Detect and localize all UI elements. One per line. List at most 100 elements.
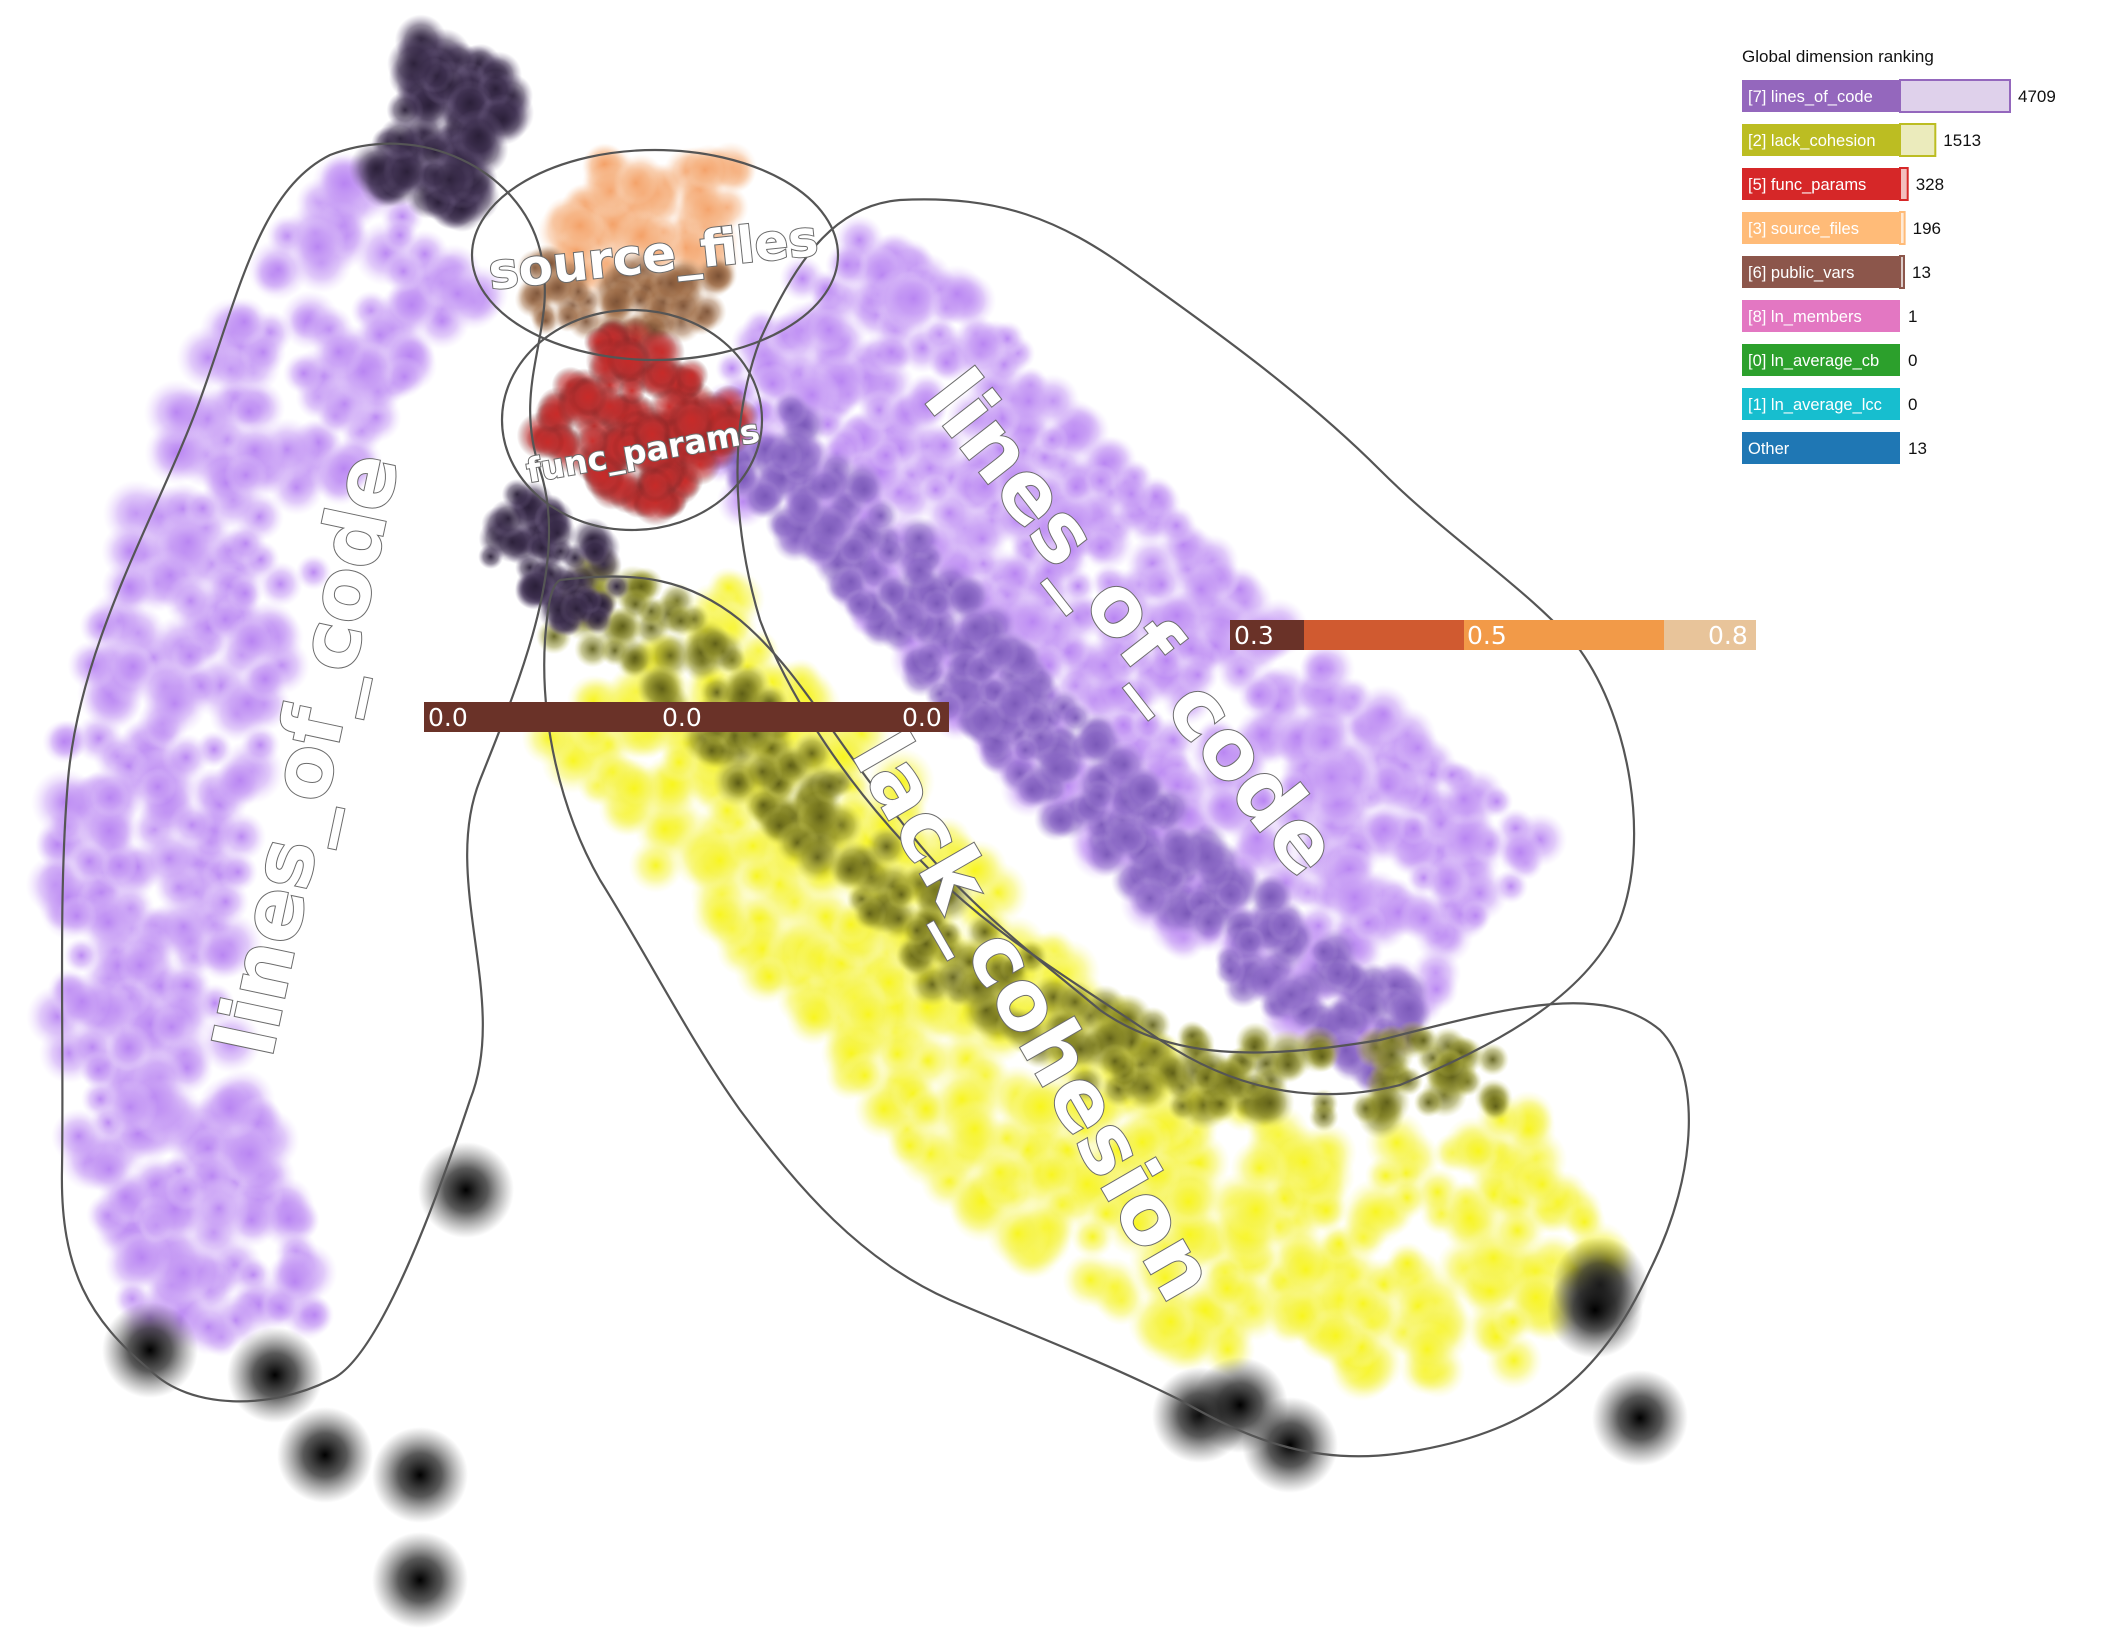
point-lines-of-code-core: [900, 551, 939, 590]
hull-func-params: [500, 308, 764, 532]
point-lack-cohesion: [840, 1051, 889, 1100]
color-bar-right-value-0: 0.3: [1234, 621, 1274, 650]
point-lines-of-code-core: [1103, 814, 1148, 860]
point-outlier: [277, 1407, 373, 1503]
point-lines-of-code: [1050, 530, 1090, 570]
point-lines-of-code: [807, 307, 851, 352]
cluster-hulls: [60, 142, 1690, 1458]
point-cloud: [25, 14, 1688, 1628]
legend-global-dimension-ranking: Global dimension ranking [7] lines_of_co…: [1742, 47, 2056, 464]
point-lack-cohesion: [905, 1088, 946, 1129]
point-lines-of-code-core: [1321, 957, 1354, 990]
point-lack-cohesion-edge: [697, 626, 733, 662]
point-lines-of-code: [282, 352, 325, 395]
point-lines-of-code: [101, 847, 138, 884]
legend-row[interactable]: [8] ln_members 1: [1742, 300, 1917, 332]
legend-row[interactable]: [5] func_params 328: [1742, 167, 1944, 201]
color-bar-left: 0.0 0.0 0.0: [424, 702, 949, 732]
point-lines-of-code: [1437, 772, 1491, 826]
point-lines-of-code: [199, 1011, 262, 1074]
legend-count: 0: [1908, 351, 1917, 370]
point-lines-of-code: [1156, 505, 1197, 546]
point-lines-of-code: [1438, 811, 1493, 866]
point-lines-of-code-core: [843, 588, 875, 620]
point-dark: [559, 591, 594, 626]
point-func-params: [632, 414, 672, 454]
point-lines-of-code: [217, 851, 259, 893]
point-lines-of-code-core: [1308, 936, 1339, 967]
point-lack-cohesion-edge: [811, 768, 847, 804]
point-lines-of-code: [79, 603, 124, 649]
legend-row[interactable]: [3] source_files 196: [1742, 211, 1941, 245]
point-lines-of-code: [289, 218, 347, 276]
point-lack-cohesion: [628, 837, 684, 894]
legend-row[interactable]: [2] lack_cohesion 1513: [1742, 123, 1981, 157]
point-lines-of-code: [161, 733, 211, 782]
color-bar-right-value-1: 0.5: [1467, 621, 1507, 650]
point-lines-of-code: [927, 343, 966, 382]
legend-count-bar: [1899, 211, 1906, 245]
point-lack-cohesion-edge: [1066, 1064, 1105, 1103]
legend-count: 1513: [1943, 131, 1981, 150]
point-lines-of-code-core: [1011, 735, 1040, 765]
point-lack-cohesion: [1386, 1242, 1429, 1285]
point-lines-of-code: [224, 453, 268, 497]
point-lines-of-code-core: [1215, 879, 1246, 910]
point-lines-of-code: [1247, 784, 1281, 818]
point-lines-of-code-core: [772, 391, 809, 428]
point-lack-cohesion-edge: [953, 963, 1001, 1012]
point-lack-cohesion-edge: [1363, 1078, 1411, 1127]
point-dark: [451, 108, 506, 163]
legend-count: 196: [1913, 219, 1941, 238]
color-bar-right-seg-2: [1464, 620, 1664, 650]
point-lines-of-code: [1095, 599, 1133, 638]
hull-lack-cohesion: [543, 575, 1690, 1458]
legend-swatch: [1742, 212, 1900, 244]
legend-row[interactable]: [0] ln_average_cb 0: [1742, 344, 1917, 376]
point-lines-of-code-core: [1267, 908, 1301, 942]
legend-count-bar: [1899, 255, 1905, 289]
legend-swatch: [1742, 388, 1900, 420]
point-lack-cohesion-edge: [619, 588, 652, 621]
color-bar-right-seg-0: [1230, 620, 1304, 650]
point-lines-of-code: [1399, 893, 1450, 944]
point-lines-of-code-core: [1032, 744, 1080, 793]
legend-row[interactable]: [1] ln_average_lcc 0: [1742, 388, 1917, 420]
point-lines-of-code: [312, 325, 365, 378]
point-func-params: [568, 377, 608, 417]
point-lack-cohesion-edge: [1306, 1041, 1338, 1073]
point-lack-cohesion: [985, 1201, 1050, 1266]
color-bar-right-value-2: 0.8: [1708, 621, 1748, 650]
point-lines-of-code: [30, 768, 98, 836]
point-lines-of-code-core: [1059, 701, 1092, 734]
point-lines-of-code: [164, 574, 217, 628]
point-lines-of-code: [430, 266, 485, 321]
point-lack-cohesion: [945, 1099, 1005, 1159]
legend-label: [7] lines_of_code: [1748, 88, 1873, 106]
legend-row[interactable]: [7] lines_of_code 4709: [1742, 79, 2056, 113]
point-lines-of-code-core: [1138, 799, 1170, 831]
point-lack-cohesion-edge: [791, 732, 833, 775]
point-lines-of-code: [1361, 806, 1407, 852]
point-lines-of-code: [1149, 643, 1184, 678]
legend-row[interactable]: [6] public_vars 13: [1742, 255, 1931, 289]
point-lack-cohesion-edge: [694, 732, 730, 769]
point-lines-of-code: [56, 895, 98, 937]
point-lack-cohesion: [1224, 1178, 1287, 1241]
legend-count: 13: [1912, 263, 1931, 282]
legend-count: 1: [1908, 307, 1917, 326]
point-lines-of-code: [197, 1075, 262, 1141]
point-lack-cohesion-edge: [1238, 1031, 1270, 1063]
point-lines-of-code: [1496, 828, 1545, 877]
point-lines-of-code-core: [1214, 955, 1247, 987]
legend-row[interactable]: Other 13: [1742, 432, 1927, 464]
point-lines-of-code: [965, 466, 1005, 506]
point-lack-cohesion: [1146, 1297, 1196, 1347]
point-dark: [424, 155, 475, 205]
point-lack-cohesion-edge: [638, 664, 687, 713]
point-lack-cohesion-edge: [1059, 1028, 1102, 1071]
point-lack-cohesion-edge: [792, 832, 843, 883]
point-lines-of-code: [382, 249, 425, 293]
point-lack-cohesion: [1114, 1202, 1159, 1248]
